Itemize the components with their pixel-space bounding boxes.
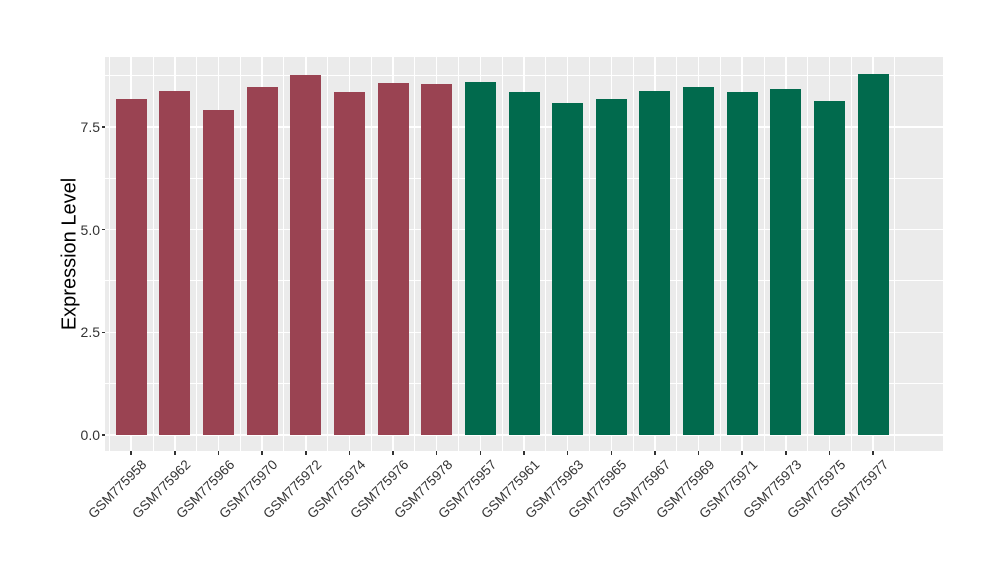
x-tick-mark: [348, 451, 351, 455]
minor-v-gridline: [327, 57, 329, 451]
x-tick-mark: [130, 451, 132, 455]
x-tick-mark: [654, 451, 656, 455]
minor-v-gridline: [763, 57, 765, 451]
x-tick-mark: [566, 451, 569, 455]
bar-GSM775970: [246, 86, 278, 435]
minor-v-gridline: [632, 57, 634, 451]
plot-panel: [105, 57, 943, 451]
bar-GSM775965: [595, 98, 627, 435]
minor-v-gridline: [283, 57, 285, 451]
bar-GSM775977: [857, 74, 889, 435]
x-tick-mark: [305, 451, 307, 455]
minor-v-gridline: [108, 57, 110, 451]
y-tick-label: 5.0: [80, 221, 100, 238]
minor-v-gridline: [545, 57, 547, 451]
y-tick-mark: [101, 331, 105, 334]
y-axis-title: Expression Level: [58, 177, 81, 331]
x-tick-mark: [261, 451, 263, 455]
x-tick-mark: [435, 451, 438, 455]
minor-v-gridline: [152, 57, 154, 451]
y-tick-label: 0.0: [80, 427, 100, 443]
y-tick-mark: [101, 126, 105, 128]
y-tick-label: 7.5: [80, 118, 100, 135]
minor-v-gridline: [196, 57, 198, 451]
minor-v-gridline: [370, 57, 372, 451]
x-tick-mark: [479, 451, 482, 455]
bar-GSM775976: [377, 83, 409, 435]
bar-GSM775966: [202, 110, 234, 435]
minor-v-gridline: [719, 57, 721, 451]
minor-v-gridline: [850, 57, 852, 451]
minor-v-gridline: [894, 57, 896, 451]
bar-GSM775958: [115, 98, 147, 435]
bar-GSM775975: [814, 100, 846, 435]
bar-GSM775961: [508, 91, 540, 435]
bar-GSM775967: [639, 90, 671, 435]
bar-GSM775978: [421, 84, 453, 435]
minor-v-gridline: [458, 57, 460, 451]
minor-v-gridline: [239, 57, 241, 451]
bar-GSM775973: [770, 88, 802, 435]
y-tick-mark: [101, 434, 105, 436]
minor-v-gridline: [676, 57, 678, 451]
bar-GSM775974: [333, 91, 365, 435]
x-tick-mark: [523, 451, 525, 455]
bar-GSM775962: [159, 91, 191, 435]
bar-GSM775963: [552, 102, 584, 435]
x-tick-mark: [872, 451, 874, 455]
x-tick-mark: [697, 451, 700, 455]
y-tick-label: 2.5: [80, 324, 100, 341]
bar-GSM775969: [683, 86, 715, 435]
x-tick-mark: [174, 451, 176, 455]
minor-v-gridline: [588, 57, 590, 451]
x-tick-mark: [741, 451, 743, 455]
minor-v-gridline: [807, 57, 809, 451]
bar-GSM775972: [290, 75, 322, 435]
x-tick-mark: [785, 451, 787, 455]
bar-GSM775957: [464, 82, 496, 435]
minor-v-gridline: [501, 57, 503, 451]
x-tick-mark: [828, 451, 831, 455]
x-tick-mark: [217, 451, 220, 455]
minor-v-gridline: [414, 57, 416, 451]
x-tick-mark: [610, 451, 613, 455]
x-tick-mark: [392, 451, 394, 455]
bar-GSM775971: [726, 91, 758, 435]
y-tick-mark: [101, 228, 105, 231]
